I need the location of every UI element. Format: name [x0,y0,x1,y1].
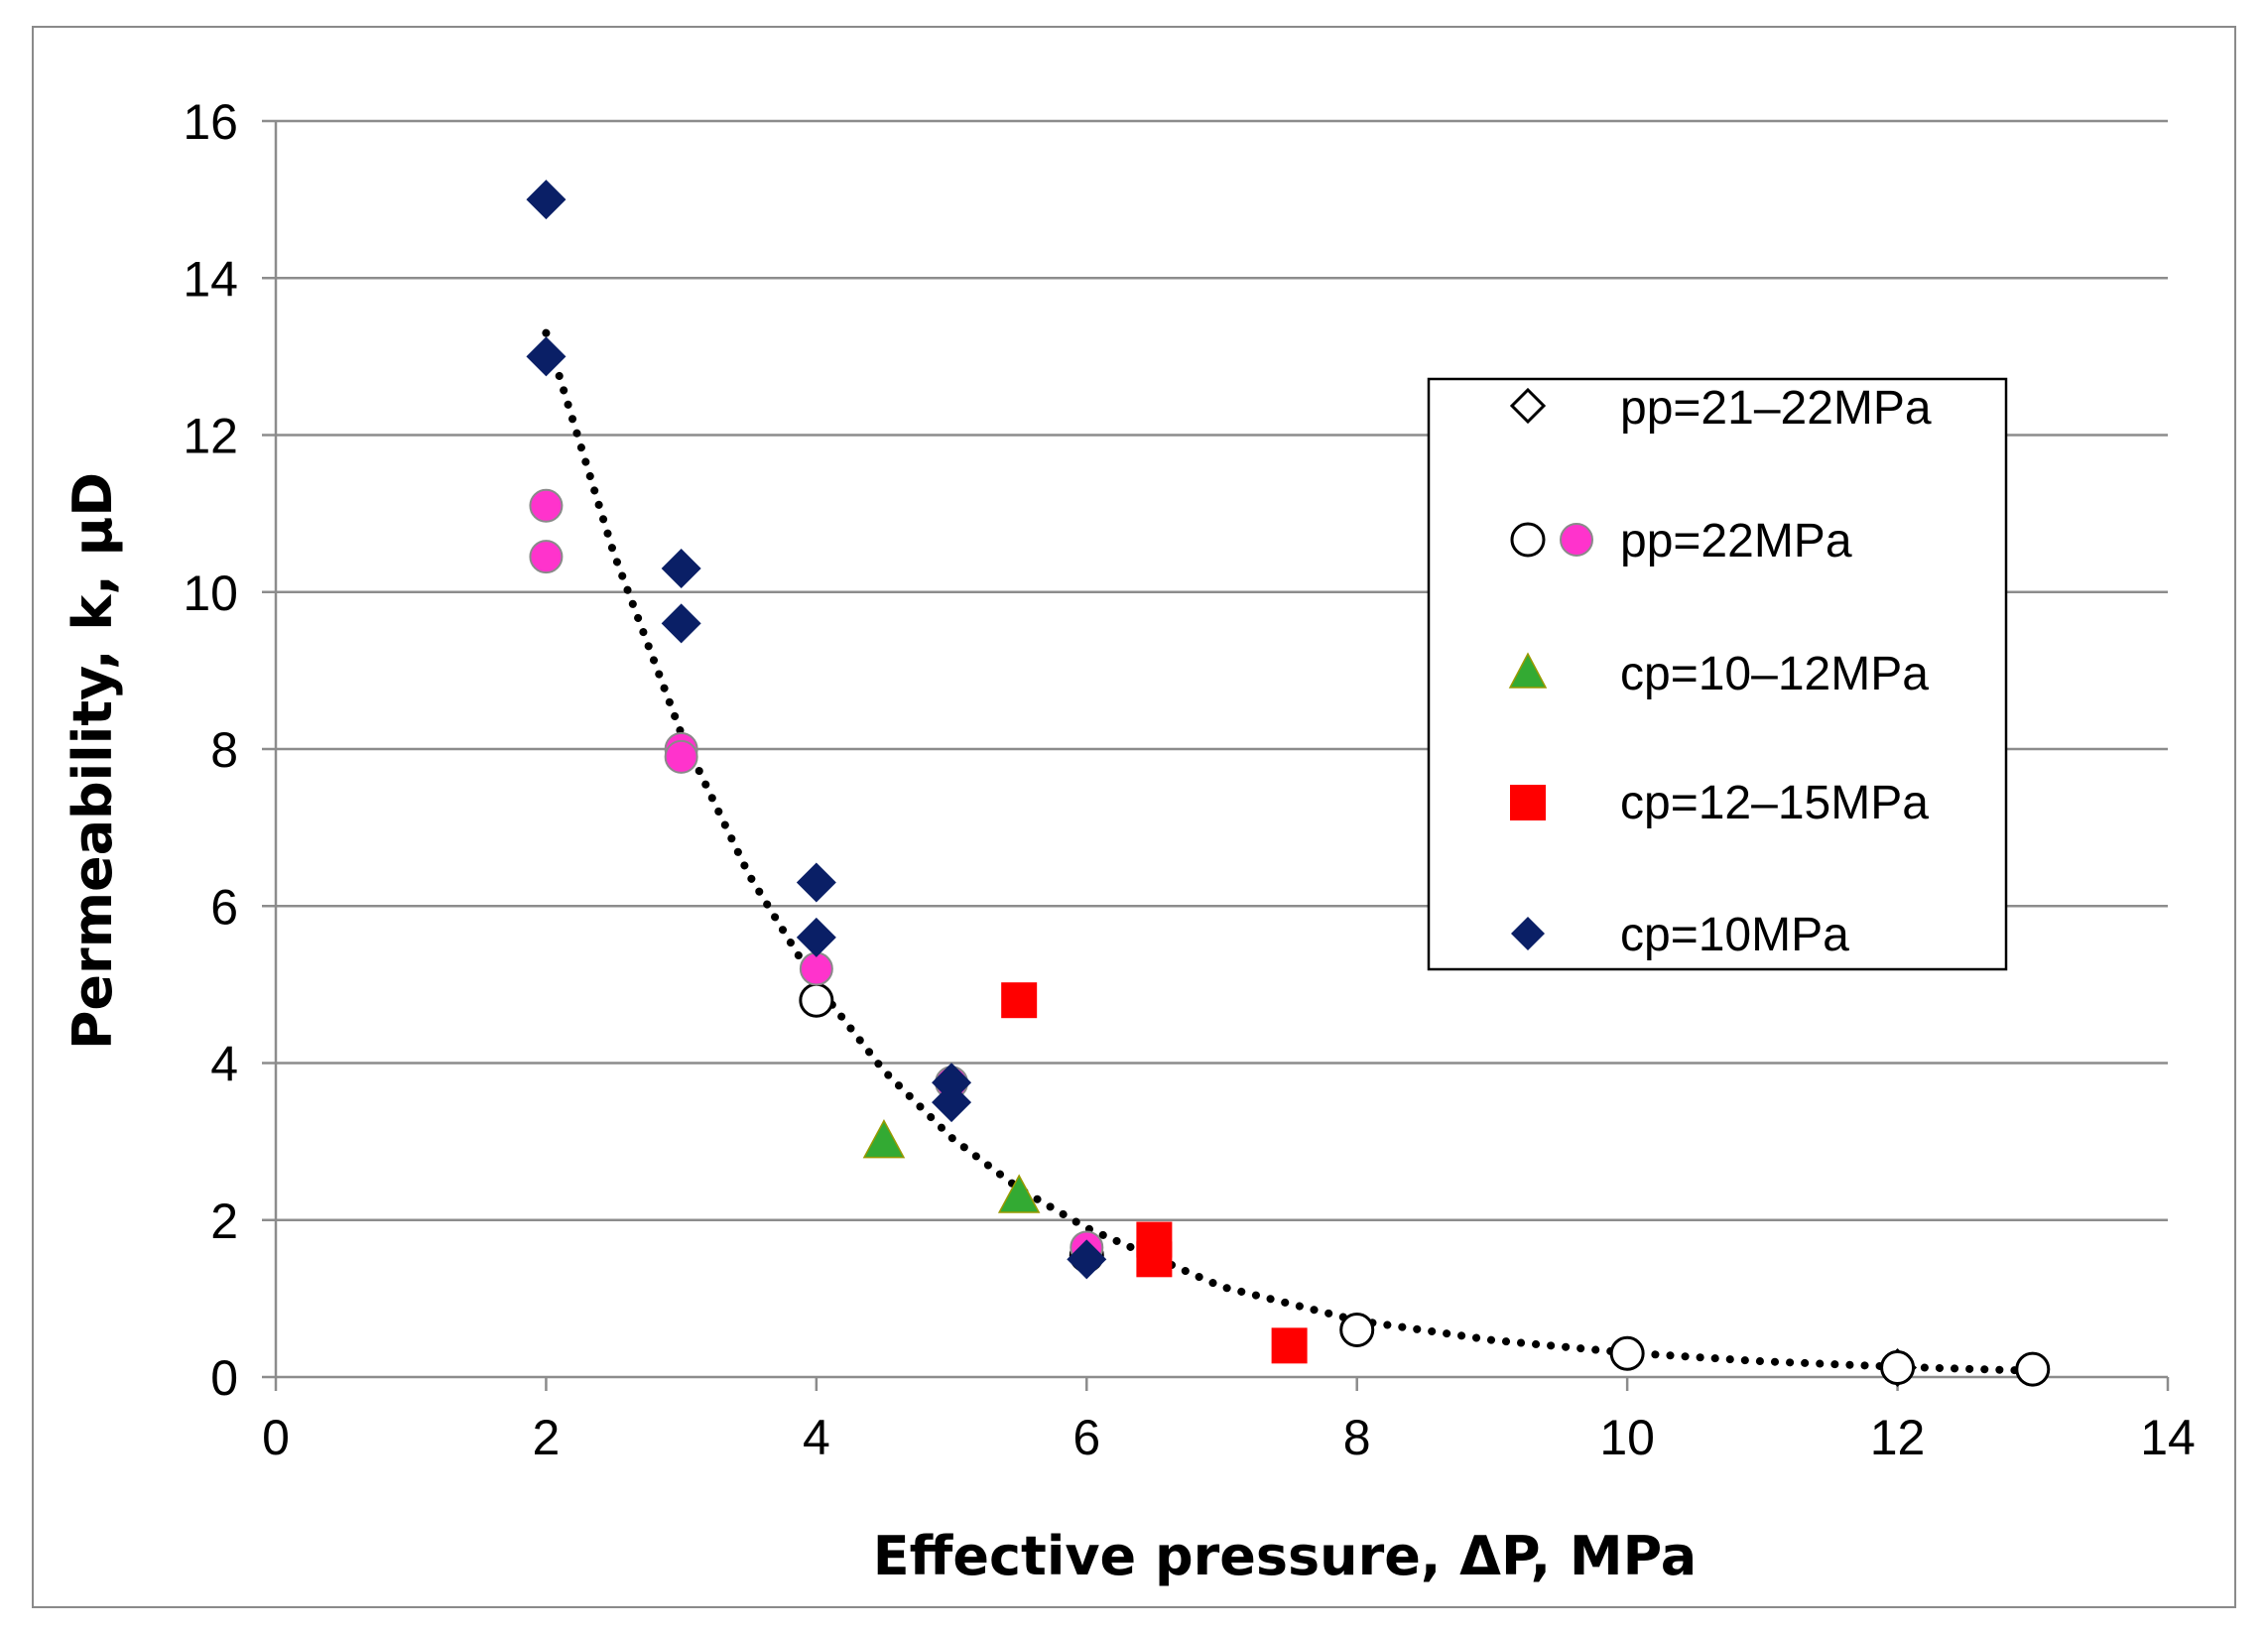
data-point-series1-circle-open-5 [2015,1351,2051,1387]
data-point-series3-triangle-1 [997,1174,1041,1213]
legend-label-cp12-15: cp=12–15MPa [1620,777,1929,829]
data-point-series1-circle-open-0 [799,982,834,1018]
data-point-series5-diamond-1 [526,336,567,377]
axes [262,119,2170,1391]
legend-circle-open-icon [1510,522,1546,558]
x-tick-label-8: 8 [1343,1410,1371,1465]
x-tick-label-14: 14 [2140,1410,2196,1465]
data-point-series5-diamond-8 [1067,1239,1107,1280]
trendline-path [542,328,2037,1375]
data-point-series3-triangle-0 [862,1119,906,1159]
legend-circle-pink-icon [1560,523,1593,557]
legend-diamond-open-icon [1509,387,1547,425]
legend-label-cp10: cp=10MPa [1620,909,1849,961]
legend: pp=21–22MPa pp=22MPa cp=10–12MPa cp=12–1… [1427,377,2008,971]
data-point-series5-diamond-7 [932,1082,972,1123]
x-tick-label-4: 4 [803,1410,830,1465]
y-tick-label-16: 16 [183,94,238,150]
data-point-series1-circle-open-3 [1609,1335,1645,1371]
y-tick-label-6: 6 [210,879,238,935]
data-point-series2-circle-0 [529,488,564,523]
data-point-series1-circle-open-4 [1880,1350,1916,1386]
x-tick-label-12: 12 [1870,1410,1926,1465]
x-tick-label-2: 2 [533,1410,561,1465]
legend-diamond-navy-icon [1511,917,1545,950]
data-point-series2-circle-4 [799,951,833,986]
data-point-series2-circle-1 [529,540,564,574]
trendline [542,328,2037,1375]
data-point-series5-diamond-5 [796,917,836,957]
y-tick-label-2: 2 [210,1194,238,1249]
legend-label-pp22: pp=22MPa [1620,515,1852,567]
data-point-series4-square-2 [1136,1241,1173,1278]
data-point-series4-square-3 [1271,1327,1308,1364]
x-tick-label-0: 0 [262,1410,290,1465]
y-tick-label-4: 4 [210,1037,238,1092]
legend-label-cp10-12: cp=10–12MPa [1620,648,1929,700]
data-point-series5-diamond-0 [526,180,567,220]
y-tick-label-14: 14 [183,251,238,307]
data-point-series5-diamond-3 [661,603,701,644]
y-tick-label-10: 10 [183,566,238,621]
x-axis-title: Effective pressure, ΔP, MPa [873,1525,1698,1587]
data-point-series2-circle-3 [664,739,698,774]
y-axis-title: Permeability, k, μD [62,472,124,1050]
y-tick-label-8: 8 [210,722,238,778]
data-point-series1-circle-open-2 [1339,1313,1375,1348]
data-points [526,180,2051,1387]
legend-square-icon [1510,785,1546,820]
data-point-series5-diamond-4 [796,862,836,903]
legend-label-pp21-22: pp=21–22MPa [1620,382,1932,435]
x-tick-label-10: 10 [1599,1410,1655,1465]
y-tick-label-12: 12 [183,409,238,464]
data-point-series5-diamond-2 [661,549,701,589]
y-tick-label-0: 0 [210,1350,238,1406]
legend-triangle-icon [1508,652,1548,689]
x-tick-label-6: 6 [1072,1410,1100,1465]
data-point-series4-square-0 [1001,982,1038,1019]
